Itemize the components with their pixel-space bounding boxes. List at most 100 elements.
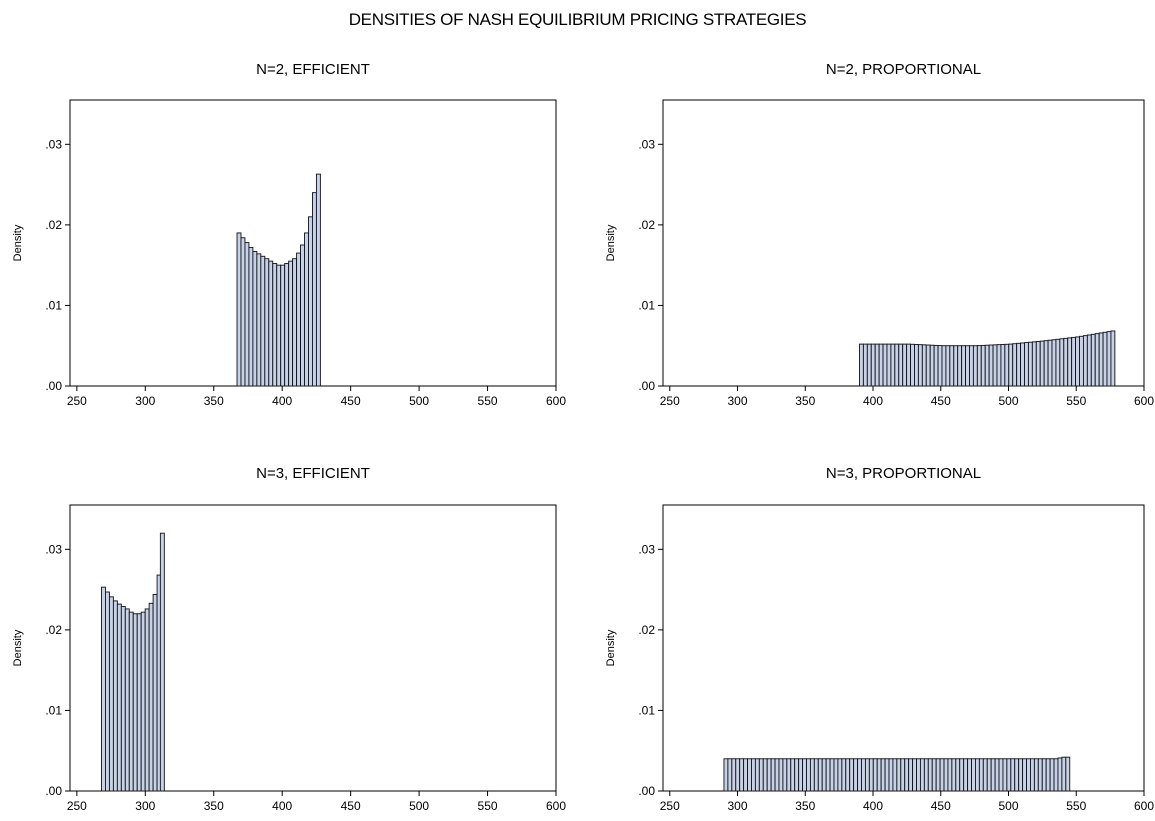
histogram-bar-9 [268, 260, 274, 387]
histogram-bar-53 [927, 758, 933, 792]
x-tick-label: 300 [728, 394, 748, 408]
histogram-bar-6 [120, 606, 126, 792]
y-axis-label: Density [605, 629, 617, 666]
x-tick-label: 300 [728, 799, 748, 813]
histogram-bar-87 [1061, 756, 1067, 792]
histogram-bar-53 [1063, 337, 1069, 387]
histogram-bar-63 [1102, 331, 1108, 387]
histogram-bar-7 [260, 255, 266, 387]
histogram-bar-12 [766, 758, 772, 792]
histogram-bar-21 [315, 173, 321, 387]
y-tick-label: .01 [45, 703, 62, 717]
histogram-bar-84 [1049, 758, 1055, 792]
histogram-bar-66 [978, 758, 984, 792]
histogram-bar-62 [963, 758, 969, 792]
histogram-bar-83 [1045, 758, 1051, 792]
histogram-bar-3 [108, 596, 114, 792]
histogram-bar-44 [892, 758, 898, 792]
x-tick-label: 450 [931, 394, 951, 408]
histogram-bar-72 [1002, 758, 1008, 792]
histogram-bar-4 [870, 343, 876, 387]
histogram-bar-48 [1043, 340, 1049, 387]
histogram-bar-1 [236, 232, 242, 387]
histogram-bar-33 [984, 344, 990, 387]
histogram-bar-33 [849, 758, 855, 792]
histogram-bar-59 [951, 758, 957, 792]
histogram-bar-79 [1030, 758, 1035, 792]
histogram-bar-2 [862, 343, 868, 387]
x-tick-label: 350 [795, 394, 815, 408]
x-tick-label: 550 [1066, 394, 1086, 408]
histogram-bar-14 [288, 260, 294, 387]
histogram-bar-55 [1071, 336, 1077, 387]
x-tick-label: 450 [341, 394, 361, 408]
histogram-bar-68 [986, 758, 992, 792]
histogram-bar-71 [998, 758, 1004, 792]
histogram-bar-26 [957, 345, 963, 387]
histogram-bar-16 [296, 252, 301, 387]
panel-2: N=2, PROPORTIONAL 250 300 350 400 450 500 550 60… [605, 61, 1154, 408]
histogram-bar-54 [1067, 337, 1073, 387]
y-tick-label: .00 [638, 379, 655, 393]
x-tick-label: 350 [204, 799, 224, 813]
histogram-bar-43 [888, 758, 894, 792]
histogram-bar-40 [876, 758, 882, 792]
histogram-bar-3 [244, 242, 250, 387]
x-tick-label: 300 [135, 394, 155, 408]
histogram-bar-35 [992, 344, 998, 387]
histogram-bar-45 [1031, 341, 1037, 387]
histogram-bar-9 [132, 613, 138, 792]
histogram-bar-47 [1039, 340, 1045, 387]
histogram-bar-85 [1053, 758, 1059, 792]
histogram-bar-40 [1012, 343, 1018, 387]
histogram-bar-39 [1008, 343, 1014, 387]
histogram-bar-64 [1106, 331, 1112, 387]
histogram-bar-27 [825, 758, 831, 792]
histogram-bar-76 [1018, 758, 1024, 792]
histogram-bar-4 [735, 758, 741, 792]
histogram-bar-5 [874, 343, 880, 387]
x-tick-label: 500 [998, 799, 1018, 813]
histogram-bar-29 [833, 758, 839, 792]
histogram-bar-73 [1006, 758, 1012, 792]
histogram-bar-60 [1090, 333, 1096, 387]
histogram-bar-11 [140, 611, 146, 792]
histogram-bar-8 [128, 611, 134, 792]
histogram-bar-16 [159, 532, 165, 792]
histogram-bar-20 [798, 758, 804, 792]
histogram-bar-61 [1094, 333, 1100, 387]
histogram-bar-88 [1065, 756, 1071, 792]
histogram-bar-29 [969, 345, 974, 387]
histogram-bar-81 [1037, 758, 1043, 792]
histogram-bar-10 [894, 343, 900, 387]
histogram-bar-46 [900, 758, 906, 792]
histogram-bar-28 [829, 758, 835, 792]
histogram-bars [723, 756, 1071, 792]
histogram-bar-22 [806, 758, 811, 792]
y-tick-label: .01 [45, 298, 62, 312]
x-tick-label: 600 [546, 799, 566, 813]
histogram-bar-78 [1026, 758, 1031, 792]
y-tick-label: .02 [45, 218, 62, 232]
histogram-bar-3 [731, 758, 737, 792]
histogram-bar-42 [884, 758, 890, 792]
histogram-bar-39 [872, 758, 878, 792]
histogram-bar-38 [868, 758, 874, 792]
histogram-bar-43 [1024, 342, 1029, 387]
histogram-bar-69 [990, 758, 996, 792]
histogram-bar-2 [727, 758, 733, 792]
histogram-bar-50 [1051, 339, 1057, 387]
histogram-bar-28 [965, 345, 970, 387]
histogram-bar-41 [880, 758, 886, 792]
histogram-bar-86 [1057, 757, 1063, 792]
histogram-bar-32 [980, 344, 986, 387]
x-tick-label: 350 [795, 799, 815, 813]
histogram-bar-18 [925, 344, 931, 387]
histogram-bar-44 [1027, 341, 1033, 387]
histogram-bar-8 [751, 758, 756, 792]
x-tick-label: 450 [931, 799, 951, 813]
histogram-bar-15 [778, 758, 784, 792]
histogram-bar-13 [284, 263, 290, 387]
panel-title: N=3, EFFICIENT [256, 465, 370, 482]
histogram-bar-38 [1004, 343, 1010, 387]
